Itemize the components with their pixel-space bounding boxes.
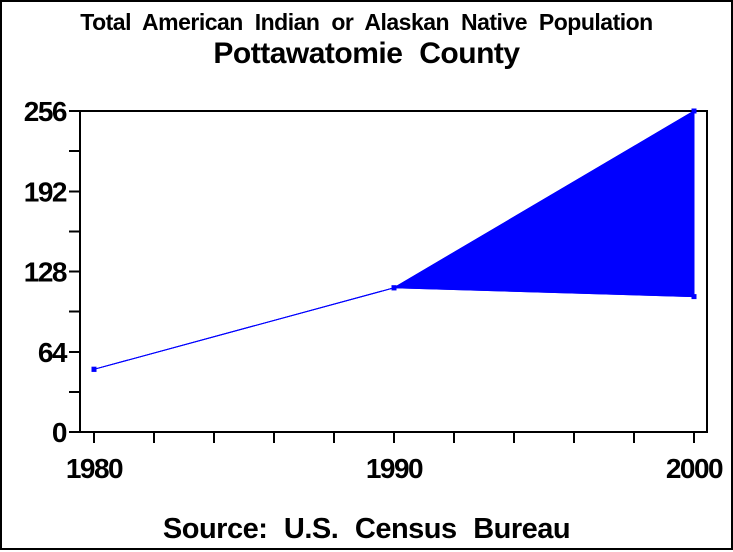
chart-subtitle: Pottawatomie County xyxy=(213,37,520,70)
data-point-marker xyxy=(691,294,697,300)
chart-title: Total American Indian or Alaskan Native … xyxy=(80,9,653,35)
y-tick-label: 192 xyxy=(24,176,67,207)
band-fill xyxy=(93,110,695,370)
y-tick-label: 64 xyxy=(38,337,68,368)
data-point-marker xyxy=(91,366,97,372)
y-tick-label: 0 xyxy=(52,417,67,448)
x-tick-label: 1990 xyxy=(366,453,423,484)
data-point-marker xyxy=(391,285,397,291)
y-tick-label: 256 xyxy=(24,96,67,127)
x-tick-label: 1980 xyxy=(66,453,123,484)
y-tick-label: 128 xyxy=(24,257,67,288)
x-tick-label: 2000 xyxy=(666,453,723,484)
source-caption: Source: U.S. Census Bureau xyxy=(162,513,571,545)
series-line-lower-bound xyxy=(93,287,695,370)
data-point-marker xyxy=(691,108,697,114)
